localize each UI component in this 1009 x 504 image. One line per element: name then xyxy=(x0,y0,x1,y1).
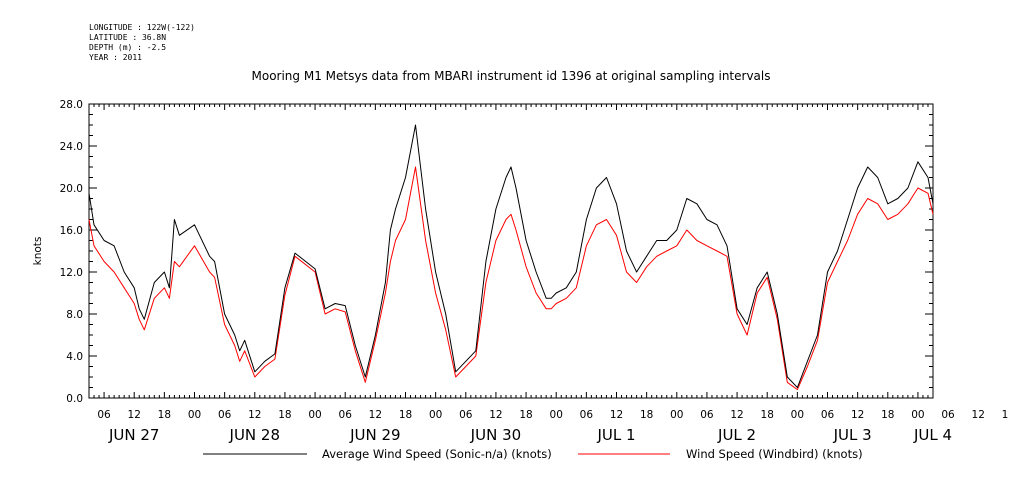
x-tick-label: 06 xyxy=(941,409,955,421)
legend-label-windbird: Wind Speed (Windbird) (knots) xyxy=(686,447,863,461)
x-tick-label: 06 xyxy=(339,409,353,421)
x-tick-label: 00 xyxy=(429,409,442,421)
series-lines xyxy=(88,124,934,391)
longitude-label: LONGITUDE : 122W(-122) xyxy=(89,23,195,32)
x-tick-label: 12 xyxy=(369,409,382,421)
x-tick-label: 00 xyxy=(188,409,201,421)
x-tick-label: 12 xyxy=(248,409,261,421)
x-day-label: JUL 1 xyxy=(596,426,635,444)
y-tick-label: 4.0 xyxy=(66,351,83,363)
x-tick-label: 18 xyxy=(519,409,532,421)
x-tick-label: 06 xyxy=(700,409,714,421)
legend-label-average: Average Wind Speed (Sonic-n/a) (knots) xyxy=(322,447,552,461)
x-day-label: JUL 4 xyxy=(913,426,952,444)
x-tick-label: 00 xyxy=(670,409,683,421)
x-tick-label: 18 xyxy=(399,409,412,421)
latitude-label: LATITUDE : 36.8N xyxy=(89,33,166,42)
x-tick-label: 12 xyxy=(972,409,985,421)
x-tick-label: 00 xyxy=(550,409,563,421)
y-tick-label: 20.0 xyxy=(60,183,83,195)
series-windbird-wind-speed xyxy=(88,166,934,391)
x-tick-label: 18 xyxy=(761,409,774,421)
y-tick-label: 0.0 xyxy=(66,393,83,405)
y-axis: 0.0 4.0 8.0 12.0 16.0 20.0 24.0 28.0 xyxy=(60,99,933,405)
x-tick-label: 12 xyxy=(610,409,623,421)
x-tick-label: 00 xyxy=(308,409,321,421)
legend: Average Wind Speed (Sonic-n/a) (knots) W… xyxy=(203,447,863,461)
year-label: YEAR : 2011 xyxy=(89,53,142,62)
y-axis-label: knots xyxy=(32,237,44,266)
x-tick-label: 06 xyxy=(821,409,835,421)
depth-label: DEPTH (m) : -2.5 xyxy=(89,43,166,52)
x-day-label: JUN 30 xyxy=(470,426,521,444)
x-axis: 06 12 18 00 06 12 18 00 06 12 18 00 06 12 18 00 06 12 18 00… xyxy=(88,104,1009,444)
chart-title: Mooring M1 Metsys data from MBARI instru… xyxy=(252,69,771,83)
y-tick-label: 24.0 xyxy=(60,141,83,153)
x-tick-label: 06 xyxy=(97,409,111,421)
x-tick-label: 18 xyxy=(278,409,291,421)
x-tick-label: 00 xyxy=(791,409,804,421)
x-day-label: JUN 28 xyxy=(229,426,280,444)
x-day-label: JUL 3 xyxy=(833,426,872,444)
plot-frame xyxy=(88,103,934,399)
x-tick-label: 18 xyxy=(640,409,653,421)
x-tick-label: 18 xyxy=(881,409,894,421)
x-tick-label: 00 xyxy=(911,409,924,421)
x-tick-label: 06 xyxy=(459,409,473,421)
x-tick-label: 12 xyxy=(128,409,141,421)
x-day-label: JUL 2 xyxy=(717,426,756,444)
x-tick-label: 18 xyxy=(158,409,171,421)
x-tick-label: 06 xyxy=(580,409,594,421)
x-tick-label: 12 xyxy=(489,409,502,421)
x-tick-label: 06 xyxy=(218,409,232,421)
y-tick-label: 16.0 xyxy=(60,225,83,237)
y-tick-label: 28.0 xyxy=(60,99,83,111)
series-average-wind-speed xyxy=(88,124,934,388)
x-day-label: JUN 29 xyxy=(349,426,400,444)
x-tick-label: 12 xyxy=(730,409,743,421)
x-day-label: JUN 27 xyxy=(108,426,159,444)
x-tick-label: 12 xyxy=(851,409,864,421)
x-tick-label: 18 xyxy=(1002,409,1009,421)
y-tick-label: 8.0 xyxy=(66,309,83,321)
y-tick-label: 12.0 xyxy=(60,267,83,279)
